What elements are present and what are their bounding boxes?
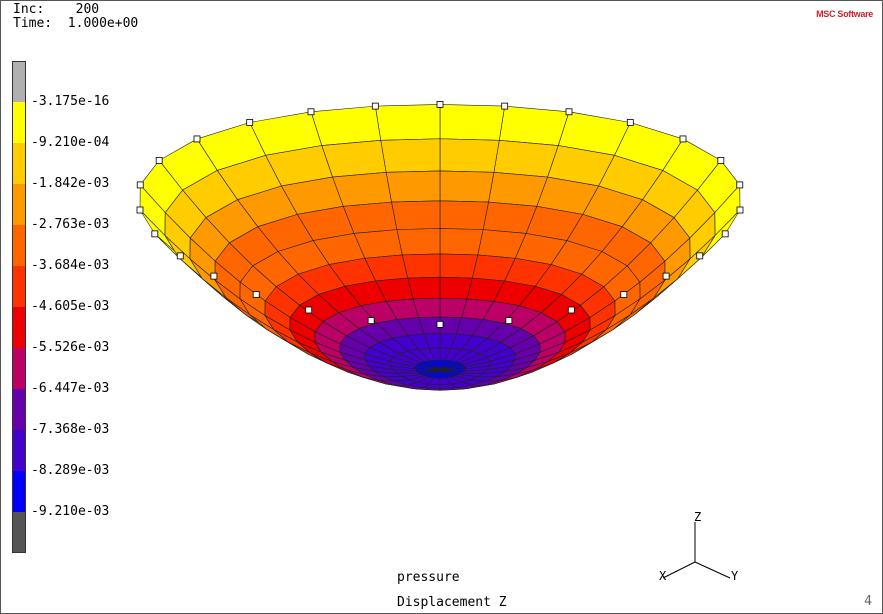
node-marker: [436, 101, 444, 108]
legend-label: -8.289e-03: [31, 463, 110, 478]
legend-swatch: [12, 307, 26, 348]
legend-label: -7.368e-03: [31, 422, 110, 437]
y-axis-line: [694, 561, 731, 579]
mesh-element: [439, 170, 495, 203]
page-number: 4: [864, 594, 872, 609]
node-marker: [210, 272, 218, 280]
legend-swatch: [12, 266, 26, 307]
mesh-element: [396, 228, 441, 256]
legend-label: -6.447e-03: [31, 381, 110, 396]
increment-readout: Inc: 200: [13, 2, 100, 17]
legend-label: -1.842e-03: [31, 176, 110, 191]
mesh-element: [439, 253, 479, 279]
node-marker: [567, 306, 575, 314]
legend-swatch: [12, 225, 26, 266]
mesh-element: [498, 105, 570, 146]
node-marker: [176, 252, 184, 260]
node-marker: [307, 108, 315, 116]
mesh-element: [385, 170, 441, 203]
node-marker: [246, 119, 254, 126]
legend-swatch: [12, 184, 26, 225]
node-marker: [662, 272, 670, 280]
mesh-element: [488, 171, 548, 207]
node-marker: [371, 102, 379, 110]
axis-triad: Z Y X: [659, 510, 739, 583]
legend-label: -9.210e-04: [31, 135, 110, 150]
mesh-element: [439, 104, 506, 141]
node-marker: [717, 157, 725, 164]
load-case-caption: pressure: [397, 570, 460, 585]
mesh-element: [401, 253, 441, 279]
node-marker: [367, 317, 375, 324]
node-marker: [696, 252, 704, 260]
legend-swatch: [12, 389, 26, 430]
mesh-element: [439, 276, 473, 300]
legend-swatch: [12, 471, 26, 512]
legend-swatch: [12, 143, 26, 184]
node-marker: [736, 206, 744, 214]
mesh-element: [439, 138, 500, 173]
node-marker: [151, 230, 159, 238]
mesh-element: [391, 200, 441, 230]
legend-swatch: [12, 348, 26, 389]
color-legend-bar: [12, 61, 26, 553]
legend-swatch: [12, 512, 26, 553]
mesh-contour: [136, 101, 744, 391]
legend-swatch: [12, 61, 26, 102]
node-marker: [305, 306, 313, 314]
legend-label: -4.605e-03: [31, 299, 110, 314]
node-marker: [620, 291, 628, 298]
legend-swatch: [12, 102, 26, 143]
mesh-element: [493, 140, 559, 178]
legend-label: -2.763e-03: [31, 217, 110, 232]
node-marker: [721, 230, 729, 238]
legend-label: -3.684e-03: [31, 258, 110, 273]
time-readout: Time: 1.000e+00: [13, 16, 139, 31]
mesh-element: [439, 368, 466, 372]
legend-swatch: [12, 430, 26, 471]
msc-software-logo: MSC Software: [816, 9, 873, 19]
mesh-element: [310, 105, 382, 146]
node-marker: [565, 108, 573, 116]
legend-label: -3.175e-16: [31, 94, 110, 109]
node-marker: [679, 135, 687, 143]
node-marker: [501, 102, 509, 110]
node-marker: [626, 119, 634, 126]
node-marker: [136, 206, 144, 214]
legend-label: -5.526e-03: [31, 340, 110, 355]
mesh-element: [439, 200, 489, 230]
y-axis-label: Y: [731, 569, 739, 583]
node-marker: [436, 320, 444, 328]
mesh-element: [380, 138, 441, 173]
node-marker: [736, 181, 744, 189]
node-marker: [505, 317, 513, 324]
variable-caption: Displacement Z: [397, 595, 507, 610]
mesh-element: [439, 228, 484, 256]
node-marker: [155, 157, 163, 164]
z-axis-label: Z: [694, 510, 701, 524]
mesh-element: [321, 140, 387, 178]
node-marker: [136, 181, 144, 189]
x-axis-line: [662, 561, 696, 579]
legend-label: -9.210e-03: [31, 504, 110, 519]
mesh-element: [374, 104, 441, 141]
x-axis-label: X: [659, 569, 667, 583]
node-marker: [252, 291, 260, 298]
node-marker: [193, 135, 201, 143]
